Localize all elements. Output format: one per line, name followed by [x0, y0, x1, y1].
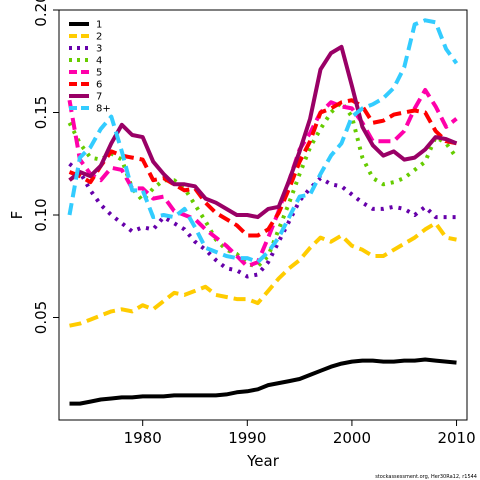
y-tick-label: 0.20: [32, 0, 50, 27]
series-line-5: [67, 88, 458, 269]
x-tick-label: 2010: [437, 429, 475, 447]
legend-label: 1: [96, 20, 102, 31]
series-line-8plus: [67, 18, 459, 265]
series-line-6: [68, 98, 457, 238]
legend-label: 7: [96, 92, 102, 103]
series-line-3: [68, 162, 457, 279]
series-line-2: [69, 221, 457, 328]
legend-label: 2: [96, 32, 102, 43]
series-line-1: [69, 357, 457, 406]
legend-label: 8+: [96, 104, 111, 115]
x-axis: 1980 1990 2000 2010: [124, 420, 476, 447]
y-axis-title: F: [8, 211, 26, 220]
x-tick-label: 2000: [333, 429, 371, 447]
series-layer: [67, 18, 459, 406]
y-tick-label: 0.15: [32, 96, 50, 129]
footer-credit: stockassessment.org, Her30Ra12, r1544: [375, 474, 477, 480]
series-line-7: [68, 44, 458, 220]
y-axis: 0.05 0.10 0.15 0.20: [32, 0, 59, 334]
x-axis-title: Year: [246, 452, 280, 470]
legend-label: 6: [96, 80, 102, 91]
y-tick-label: 0.10: [32, 198, 50, 231]
legend-label: 3: [96, 44, 102, 55]
series-line-4: [67, 100, 459, 269]
x-tick-label: 1990: [228, 429, 266, 447]
y-tick-label: 0.05: [32, 301, 50, 334]
legend-label: 4: [96, 56, 102, 67]
legend-label: 5: [96, 68, 102, 79]
x-tick-label: 1980: [124, 429, 162, 447]
